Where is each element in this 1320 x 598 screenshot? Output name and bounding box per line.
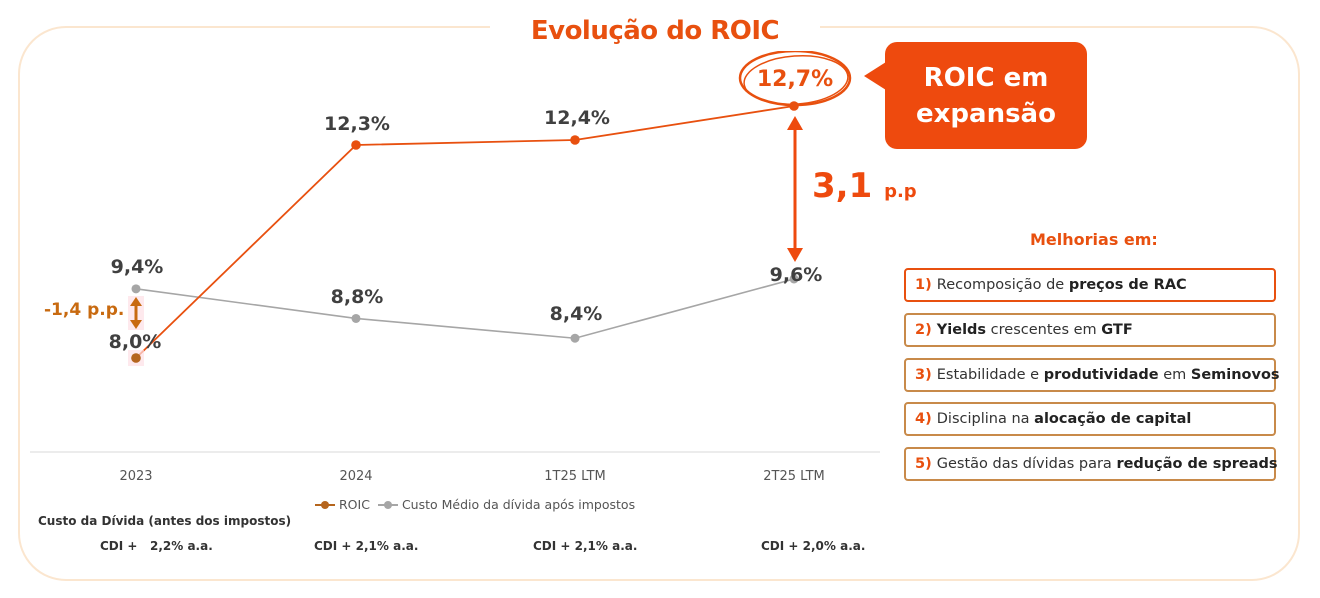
cost-data-label: 9,6%	[770, 264, 823, 286]
improvement-number: 4)	[915, 411, 937, 427]
improvement-item: 2) Yields crescentes em GTF	[904, 313, 1276, 347]
roic-data-label: 12,3%	[324, 113, 390, 135]
debt-cost-2t25: CDI + 2,0% a.a.	[761, 539, 866, 553]
improvement-text: produtividade	[1043, 367, 1159, 383]
cost-series-line	[135, 278, 795, 340]
debt-cost-2023: CDI + 2,2% a.a.	[100, 539, 213, 553]
neg-arrow-head-down	[130, 320, 142, 329]
improvement-text: Seminovos	[1190, 367, 1280, 383]
debt-cost-title: Custo da Dívida (antes dos impostos)	[38, 514, 292, 528]
spread-arrow-head-down	[787, 248, 803, 262]
improvement-item: 3) Estabilidade e produtividade em Semin…	[904, 358, 1280, 392]
improvement-text: Disciplina na	[936, 411, 1035, 427]
improvement-number: 5)	[915, 456, 937, 472]
improvement-item: 4) Disciplina na alocação de capital	[904, 402, 1276, 436]
x-tick-label: 1T25 LTM	[544, 469, 606, 484]
debt-cost-2024: CDI + 2,1% a.a.	[314, 539, 419, 553]
improvement-item: 1) Recomposição de preços de RAC	[904, 268, 1276, 302]
improvement-text: GTF	[1101, 322, 1133, 338]
spread-annotation: 3,1 p.p	[812, 166, 917, 206]
legend-cost-marker	[377, 500, 398, 509]
improvement-text: em	[1158, 367, 1191, 383]
legend-cost-label: Custo Médio da dívida após impostos	[401, 497, 636, 512]
improvement-text: redução de spreads	[1116, 456, 1278, 472]
improvement-text: Recomposição de	[936, 277, 1069, 293]
improvement-text: alocação de capital	[1034, 411, 1192, 427]
highlight-circle	[738, 49, 852, 107]
callout-pointer	[864, 62, 886, 90]
cost-point	[789, 274, 799, 284]
improvement-text: Gestão das dívidas para	[936, 456, 1117, 472]
roic-expansion-callout: ROIC em expansão	[885, 42, 1087, 149]
x-tick-label: 2024	[339, 469, 372, 484]
x-tick-label: 2023	[119, 469, 152, 484]
improvement-text: Estabilidade e	[936, 367, 1044, 383]
negative-spread-annotation: -1,4 p.p.	[44, 300, 125, 320]
improvement-number: 1)	[915, 277, 937, 293]
improvements-title: Melhorias em:	[1030, 230, 1158, 249]
chart-legend: ROIC Custo Médio da dívida após impostos	[315, 497, 635, 512]
cost-point	[131, 284, 141, 294]
spread-arrow-head-up	[787, 116, 803, 130]
legend-roic-marker	[315, 500, 335, 509]
callout-line-2: expansão	[916, 99, 1056, 129]
x-tick-label: 2T25 LTM	[763, 469, 825, 484]
improvement-number: 2)	[915, 322, 937, 338]
neg-arrow-head-up	[130, 297, 142, 306]
roic-point	[351, 140, 361, 150]
roic-point	[570, 135, 580, 145]
cost-data-label: 8,4%	[550, 303, 603, 325]
spread-value: 3,1	[812, 166, 873, 206]
cost-data-label: 8,8%	[331, 286, 384, 308]
roic-highlight-label: 12,7%	[757, 67, 833, 92]
improvement-text: Yields	[936, 322, 987, 338]
callout-line-1: ROIC em	[923, 63, 1049, 93]
spread-unit: p.p	[884, 181, 917, 202]
roic-data-label: 8,0%	[109, 331, 162, 353]
improvement-text: preços de RAC	[1068, 277, 1187, 293]
legend-roic-label: ROIC	[339, 497, 370, 512]
chart-title: Evolução do ROIC	[490, 11, 820, 51]
improvement-text: crescentes em	[986, 322, 1102, 338]
debt-cost-1t25: CDI + 2,1% a.a.	[533, 539, 638, 553]
cost-data-label: 9,4%	[111, 256, 164, 278]
roic-data-label: 12,4%	[544, 107, 610, 129]
highlight-circle-stroke	[743, 55, 849, 105]
roic-series-line	[135, 105, 795, 359]
improvement-item: 5) Gestão das dívidas para redução de sp…	[904, 447, 1278, 481]
improvement-number: 3)	[915, 367, 937, 383]
cost-point	[570, 333, 580, 343]
roic-point	[131, 353, 141, 363]
cost-point	[351, 313, 361, 323]
